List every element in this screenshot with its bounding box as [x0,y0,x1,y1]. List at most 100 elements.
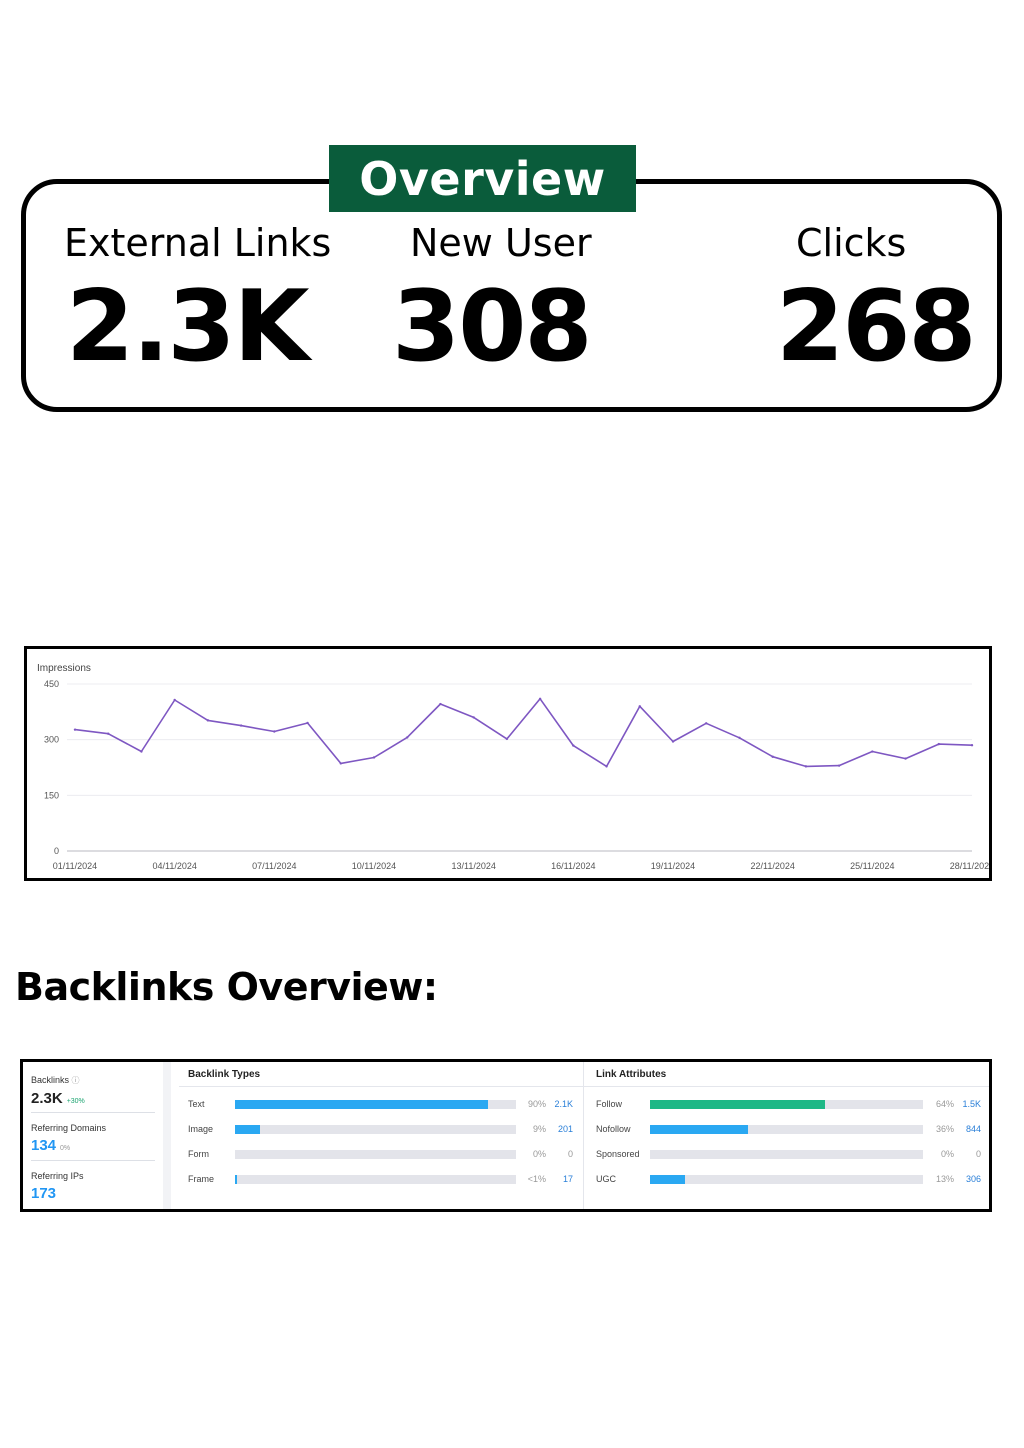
impressions-point [572,744,575,747]
impressions-point [538,697,542,701]
impressions-point [173,698,176,702]
metric-referring-domains-label: Referring Domains [31,1123,107,1133]
link-attribute-row-sponsored[interactable]: Sponsored 0% 0 [596,1149,988,1161]
backlink-type-row-percent: 90% [527,1099,546,1109]
link-attribute-row-percent: 36% [935,1124,954,1134]
backlink-type-row-label: Image [188,1124,214,1134]
x-tick-label: 13/11/2024 [451,861,495,871]
backlink-type-row-bar-track [235,1175,516,1184]
backlink-type-row-form[interactable]: Form 0% 0 [188,1149,578,1161]
backlink-type-row-percent: <1% [527,1174,546,1184]
impressions-point [107,732,110,735]
x-tick-label: 04/11/2024 [152,861,196,871]
backlink-type-row-count[interactable]: 201 [557,1124,573,1134]
y-tick-label: 450 [44,679,59,689]
backlink-type-row-bar-fill [235,1125,261,1134]
link-attribute-row-bar-track [650,1150,923,1159]
metric-referring-ips-label: Referring IPs [31,1171,84,1181]
impressions-point [406,736,409,739]
impressions-point [605,765,608,768]
link-attribute-row-nofollow[interactable]: Nofollow 36% 844 [596,1124,988,1136]
metric-referring-domains-delta: 0% [60,1145,71,1152]
y-tick-label: 0 [54,846,59,856]
impressions-point [937,742,940,746]
backlinks-summary: Backlinks ⓘ 2.3K +30% Referring Domains … [23,1062,171,1209]
x-tick-label: 16/11/2024 [551,861,595,871]
impressions-point [505,737,509,741]
impressions-point [306,721,309,725]
impressions-chart-svg: 0 150 300 450 01/11/2024 04/11/2024 07/11/2024… [44,679,989,871]
metric-backlinks-label: Backlinks ⓘ [31,1075,80,1085]
impressions-line [74,697,973,768]
divider [31,1112,155,1113]
divider [584,1086,989,1087]
backlink-type-row-text[interactable]: Text 90% 2.1K [188,1099,578,1111]
impressions-point [140,750,143,753]
link-attribute-row-label: UGC [596,1174,616,1184]
metric-referring-ips-value: 173 [31,1185,57,1202]
impressions-point [738,736,741,740]
impressions-point [273,730,276,733]
link-attribute-row-bar-fill [650,1125,749,1134]
y-tick-label: 150 [44,790,59,800]
backlink-type-row-image[interactable]: Image 9% 201 [188,1124,578,1136]
metric-backlinks-delta: +30% [66,1098,85,1105]
link-attribute-row-bar-track [650,1125,923,1134]
impressions-point [439,702,442,706]
metric-backlinks[interactable]: Backlinks ⓘ 2.3K +30% [31,1075,155,1107]
backlink-type-row-count[interactable]: 2.1K [554,1099,573,1109]
stat-label-external-links: External Links [64,221,332,265]
impressions-point [904,757,907,760]
backlink-type-row-label: Form [188,1149,209,1159]
link-attribute-row-label: Nofollow [596,1124,631,1134]
backlink-type-row-count[interactable]: 17 [562,1174,573,1184]
backlink-types-title: Backlink Types [188,1069,261,1080]
backlink-type-row-label: Frame [188,1174,215,1184]
metric-referring-domains[interactable]: Referring Domains 134 0% [31,1123,155,1154]
x-tick-label: 19/11/2024 [651,861,695,871]
divider [179,1086,583,1087]
link-attribute-row-count[interactable]: 844 [965,1124,981,1134]
impressions-point [970,744,974,747]
link-attribute-row-percent: 0% [940,1149,954,1159]
link-attribute-row-follow[interactable]: Follow 64% 1.5K [596,1099,988,1111]
stat-label-clicks: Clicks [796,221,907,265]
backlink-type-row-frame[interactable]: Frame <1% 17 [188,1174,578,1186]
backlink-type-row-label: Text [188,1099,205,1109]
backlink-type-row-count: 0 [567,1149,573,1159]
impressions-point [638,705,641,708]
backlink-type-row-percent: 0% [532,1149,546,1159]
chart-title: Impressions [37,663,91,674]
impressions-point [206,719,210,722]
backlink-type-row-bar-track [235,1125,516,1134]
backlinks-panel: Backlinks ⓘ 2.3K +30% Referring Domains … [20,1059,992,1212]
link-attribute-row-count[interactable]: 306 [965,1174,981,1184]
x-tick-label: 01/11/2024 [53,861,97,871]
link-attribute-row-bar-fill [650,1175,686,1184]
link-attribute-row-count[interactable]: 1.5K [962,1099,981,1109]
impressions-point [771,755,774,758]
divider [583,1062,584,1209]
impressions-point [671,740,675,743]
impressions-point [705,722,708,725]
link-attribute-row-percent: 13% [935,1174,954,1184]
y-tick-label: 300 [44,735,59,745]
stat-label-new-user: New User [410,221,592,265]
impressions-point [73,728,77,731]
impressions-point [804,765,808,768]
metric-referring-ips[interactable]: Referring IPs 173 [31,1171,155,1202]
stat-value-new-user: 308 [392,270,593,384]
stat-value-external-links: 2.3K [66,270,310,384]
metric-referring-domains-value: 134 [31,1137,57,1154]
impressions-point [339,762,342,765]
link-attributes-title: Link Attributes [596,1069,667,1080]
impressions-point [239,724,243,727]
divider [31,1160,155,1161]
link-attribute-row-bar-track [650,1175,923,1184]
x-tick-label: 10/11/2024 [352,861,396,871]
overview-tag: Overview [329,145,636,212]
impressions-point [472,716,475,719]
backlinks-heading: Backlinks Overview: [15,965,438,1009]
link-attribute-row-bar-track [650,1100,923,1109]
link-attribute-row-ugc[interactable]: UGC 13% 306 [596,1174,988,1186]
